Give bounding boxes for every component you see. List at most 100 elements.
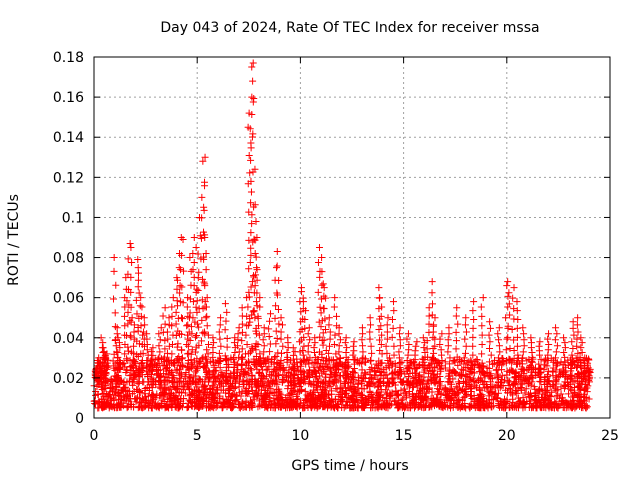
data-point bbox=[254, 403, 262, 411]
data-point bbox=[494, 330, 502, 338]
data-point bbox=[238, 361, 246, 369]
data-point bbox=[248, 211, 256, 219]
data-point bbox=[222, 378, 230, 386]
data-point bbox=[342, 348, 350, 356]
data-point bbox=[402, 394, 410, 402]
data-point bbox=[163, 328, 171, 336]
data-point bbox=[133, 310, 141, 318]
data-point bbox=[436, 335, 444, 343]
data-point bbox=[375, 326, 383, 334]
data-point bbox=[506, 367, 514, 375]
data-point bbox=[469, 342, 477, 350]
data-point bbox=[312, 368, 320, 376]
data-point bbox=[536, 386, 544, 394]
data-point bbox=[493, 360, 501, 368]
data-point bbox=[349, 351, 357, 359]
data-point bbox=[540, 399, 548, 407]
chart-title: Day 043 of 2024, Rate Of TEC Index for r… bbox=[160, 20, 539, 36]
data-point bbox=[311, 353, 319, 361]
data-point bbox=[377, 322, 385, 330]
data-point bbox=[520, 366, 528, 374]
data-point bbox=[462, 314, 470, 322]
data-point bbox=[265, 397, 273, 405]
data-point bbox=[176, 282, 184, 290]
data-point bbox=[375, 284, 383, 292]
data-point bbox=[431, 364, 439, 372]
data-point bbox=[492, 390, 500, 398]
data-point bbox=[110, 267, 118, 275]
data-point bbox=[453, 304, 461, 312]
y-tick-label: 0.18 bbox=[53, 50, 84, 66]
data-point bbox=[573, 321, 581, 329]
data-point bbox=[537, 356, 545, 364]
data-point bbox=[405, 363, 413, 371]
data-point bbox=[260, 330, 268, 338]
data-point bbox=[247, 188, 255, 196]
data-point bbox=[357, 380, 365, 388]
data-point bbox=[202, 404, 210, 412]
data-point bbox=[245, 265, 253, 273]
data-point bbox=[265, 332, 273, 340]
data-point bbox=[311, 334, 319, 342]
data-point bbox=[403, 377, 411, 385]
data-point bbox=[174, 302, 182, 310]
data-point bbox=[137, 312, 145, 320]
data-point bbox=[335, 392, 343, 400]
data-point bbox=[568, 354, 576, 362]
data-point bbox=[382, 364, 390, 372]
data-point bbox=[195, 323, 203, 331]
data-point bbox=[276, 403, 284, 411]
data-point bbox=[114, 348, 122, 356]
data-point bbox=[226, 384, 234, 392]
data-point bbox=[187, 350, 195, 358]
data-point bbox=[246, 169, 254, 177]
data-point bbox=[339, 384, 347, 392]
data-point bbox=[535, 396, 543, 404]
data-point bbox=[135, 387, 143, 395]
data-point bbox=[513, 342, 521, 350]
data-point bbox=[561, 344, 569, 352]
data-point bbox=[420, 385, 428, 393]
data-point bbox=[248, 400, 256, 408]
data-point bbox=[540, 393, 548, 401]
data-point bbox=[446, 354, 454, 362]
ticks-layer bbox=[93, 56, 611, 419]
data-point bbox=[362, 402, 370, 410]
data-point bbox=[335, 400, 343, 408]
data-point bbox=[437, 346, 445, 354]
data-point bbox=[506, 311, 514, 319]
data-point bbox=[174, 276, 181, 284]
data-point bbox=[416, 371, 424, 379]
data-point bbox=[406, 381, 414, 389]
data-point bbox=[483, 383, 491, 391]
data-point bbox=[342, 363, 350, 371]
data-point bbox=[441, 364, 449, 372]
data-point bbox=[274, 291, 282, 299]
data-point bbox=[161, 337, 169, 345]
data-point bbox=[237, 392, 245, 400]
data-point bbox=[504, 303, 512, 311]
data-point bbox=[278, 321, 286, 329]
data-point bbox=[421, 392, 429, 400]
data-point bbox=[360, 385, 368, 393]
data-point bbox=[520, 378, 528, 386]
data-point bbox=[420, 358, 428, 366]
data-point bbox=[454, 378, 462, 386]
data-point bbox=[513, 307, 521, 315]
data-point bbox=[178, 346, 186, 354]
data-point bbox=[335, 348, 343, 356]
data-point bbox=[290, 359, 298, 367]
data-point bbox=[198, 214, 206, 222]
data-point bbox=[260, 324, 268, 332]
data-point bbox=[413, 338, 421, 346]
data-point bbox=[292, 392, 300, 400]
data-point bbox=[204, 331, 212, 339]
data-point bbox=[222, 317, 230, 325]
data-point bbox=[406, 403, 414, 411]
data-point bbox=[184, 312, 192, 320]
data-point bbox=[195, 404, 203, 412]
data-point bbox=[172, 392, 180, 400]
data-point bbox=[428, 300, 436, 308]
data-point bbox=[446, 360, 454, 368]
data-point bbox=[133, 395, 141, 403]
